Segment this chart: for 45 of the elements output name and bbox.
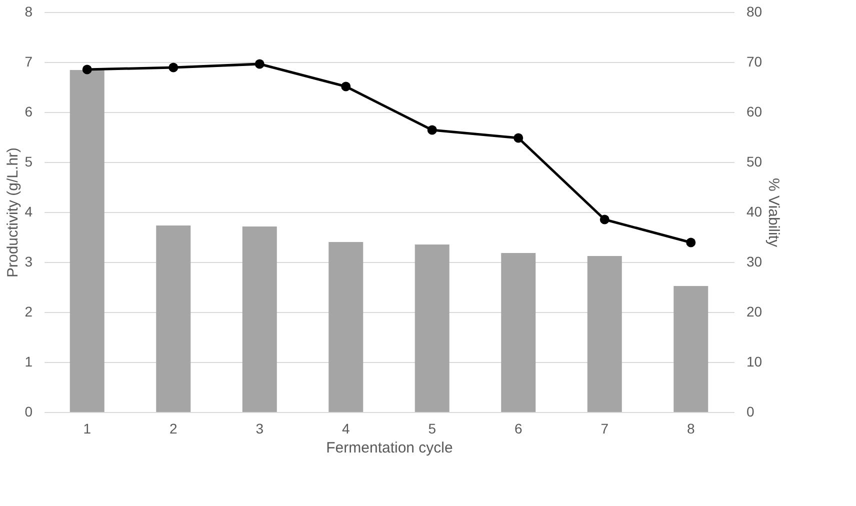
y-tick-label: 7 xyxy=(24,54,33,70)
x-tick-label: 7 xyxy=(600,420,609,436)
y2-axis-title: % Viability xyxy=(765,178,782,248)
y2-tick-label: 0 xyxy=(746,404,754,420)
bar xyxy=(70,70,104,412)
x-tick-label: 6 xyxy=(514,420,522,436)
point xyxy=(82,64,92,74)
y2-tick-label: 70 xyxy=(746,54,762,70)
y2-tick-label: 20 xyxy=(746,304,762,320)
point xyxy=(686,238,696,248)
y-tick-label: 6 xyxy=(24,104,33,120)
x-tick-label: 3 xyxy=(256,420,264,436)
y-tick-label: 2 xyxy=(24,304,33,320)
y2-tick-label: 10 xyxy=(746,354,762,370)
bar xyxy=(501,253,536,412)
point xyxy=(168,62,178,72)
y2-tick-label: 40 xyxy=(746,204,762,220)
y-tick-label: 1 xyxy=(24,354,33,370)
bar xyxy=(587,256,622,412)
point xyxy=(427,125,437,135)
y-axis-title: Productivity (g/L.hr) xyxy=(4,147,22,278)
bar xyxy=(156,226,191,412)
y-tick-label: 4 xyxy=(24,204,33,220)
point xyxy=(254,59,264,69)
y-tick-label: 3 xyxy=(24,254,33,270)
y-tick-label: 5 xyxy=(24,154,33,170)
y2-tick-label: 80 xyxy=(746,4,762,20)
bar xyxy=(674,286,708,412)
bar xyxy=(242,226,277,412)
y2-tick-label: 50 xyxy=(746,154,762,170)
y2-tick-label: 30 xyxy=(746,254,762,270)
y2-tick-label: 60 xyxy=(746,104,762,120)
x-tick-label: 8 xyxy=(686,420,695,436)
x-tick-label: 5 xyxy=(428,420,436,436)
y-tick-label: 0 xyxy=(24,404,33,420)
point xyxy=(514,133,524,143)
bar xyxy=(328,242,364,412)
bar xyxy=(414,244,450,412)
x-tick-label: 1 xyxy=(83,420,92,436)
point xyxy=(341,82,351,92)
point xyxy=(600,214,610,224)
y-tick-label: 8 xyxy=(24,4,33,20)
x-axis-title: Fermentation cycle xyxy=(326,440,453,456)
x-tick-label: 2 xyxy=(169,420,178,436)
x-tick-label: 4 xyxy=(342,420,350,436)
